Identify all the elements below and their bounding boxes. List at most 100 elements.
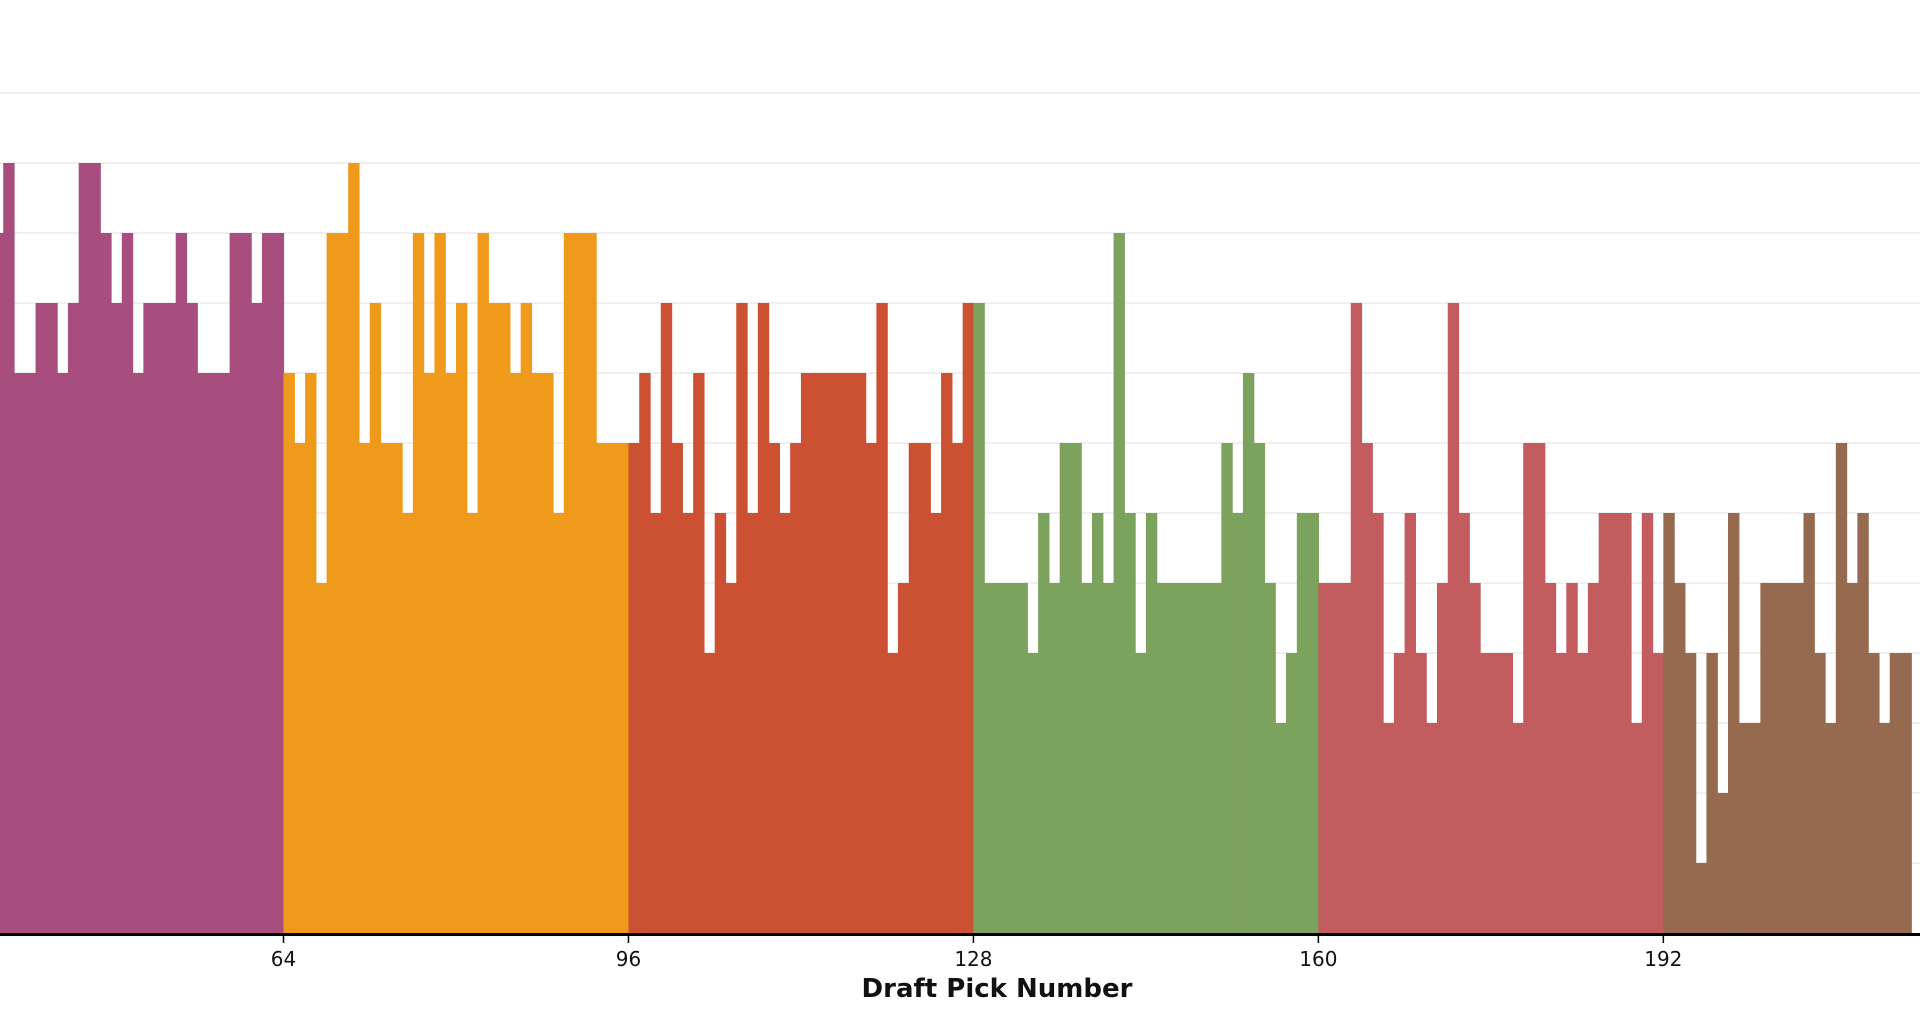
histogram-bar bbox=[585, 233, 597, 933]
histogram-bar bbox=[1081, 583, 1093, 933]
histogram-bar bbox=[1383, 723, 1395, 933]
histogram-bar bbox=[315, 583, 328, 933]
histogram-bar bbox=[1339, 583, 1352, 933]
histogram-bar bbox=[811, 373, 824, 933]
histogram-bar bbox=[251, 303, 263, 933]
histogram-bar bbox=[1577, 653, 1589, 933]
x-tick-label: 192 bbox=[1644, 947, 1682, 971]
histogram-bar bbox=[1533, 443, 1546, 933]
histogram-bar bbox=[1803, 513, 1815, 933]
histogram-bar bbox=[1512, 723, 1524, 933]
histogram-bar bbox=[1631, 723, 1643, 933]
histogram-bar bbox=[682, 513, 694, 933]
histogram-bar bbox=[1749, 723, 1761, 933]
histogram-bar bbox=[358, 443, 371, 933]
histogram-bar bbox=[1620, 513, 1632, 933]
histogram-bar bbox=[854, 373, 867, 933]
histogram-bar bbox=[714, 513, 727, 933]
histogram-bar bbox=[596, 443, 608, 933]
histogram-bars bbox=[0, 163, 1912, 933]
histogram-bar bbox=[14, 373, 26, 933]
histogram-bar bbox=[78, 163, 91, 933]
histogram-bar bbox=[757, 303, 770, 933]
histogram-bar bbox=[1889, 653, 1902, 933]
histogram-bar bbox=[1070, 443, 1082, 933]
histogram-bar bbox=[186, 303, 198, 933]
histogram-bar bbox=[1242, 373, 1255, 933]
histogram-bar bbox=[1135, 653, 1147, 933]
histogram-bar bbox=[337, 233, 349, 933]
histogram-bar bbox=[1124, 513, 1136, 933]
histogram-bar bbox=[962, 303, 975, 933]
histogram-bar bbox=[1318, 583, 1330, 933]
histogram-bar bbox=[35, 303, 47, 933]
histogram-bar bbox=[1027, 653, 1039, 933]
histogram-bar bbox=[1178, 583, 1190, 933]
histogram-bar bbox=[639, 373, 651, 933]
histogram-bar bbox=[218, 373, 231, 933]
histogram-bar bbox=[531, 373, 543, 933]
histogram-bar bbox=[175, 233, 188, 933]
histogram-bar bbox=[197, 373, 209, 933]
histogram-bar bbox=[865, 443, 877, 933]
histogram-bar bbox=[229, 233, 241, 933]
histogram-bar bbox=[1307, 513, 1319, 933]
histogram-bar bbox=[46, 303, 58, 933]
histogram-bar bbox=[779, 513, 791, 933]
histogram-bar bbox=[520, 303, 533, 933]
histogram-bar bbox=[574, 233, 586, 933]
histogram-bar bbox=[897, 583, 910, 933]
histogram-bar bbox=[0, 233, 4, 933]
histogram-bar bbox=[1016, 583, 1028, 933]
x-tick-label: 160 bbox=[1299, 947, 1337, 971]
histogram-bar bbox=[1059, 443, 1072, 933]
histogram-bar bbox=[1695, 863, 1708, 933]
x-tick-label: 96 bbox=[616, 947, 641, 971]
histogram-bar bbox=[1038, 513, 1050, 933]
histogram-bar bbox=[671, 443, 683, 933]
histogram-bar bbox=[1846, 583, 1858, 933]
histogram-bar bbox=[1404, 513, 1416, 933]
histogram-bar bbox=[1296, 513, 1309, 933]
histogram-bar bbox=[1210, 583, 1222, 933]
histogram-bar bbox=[1480, 653, 1492, 933]
histogram-bar bbox=[1684, 653, 1697, 933]
histogram-bar bbox=[111, 303, 123, 933]
histogram-bar bbox=[499, 303, 511, 933]
histogram-bar bbox=[423, 373, 436, 933]
histogram-bar bbox=[930, 513, 942, 933]
histogram-bar bbox=[1361, 443, 1373, 933]
histogram-bar bbox=[973, 303, 985, 933]
histogram-bar bbox=[1275, 723, 1287, 933]
histogram-bar bbox=[1447, 303, 1460, 933]
histogram-bar bbox=[650, 513, 662, 933]
histogram-bar bbox=[348, 163, 360, 933]
histogram-bar bbox=[994, 583, 1007, 933]
histogram-bar bbox=[1835, 443, 1848, 933]
histogram-bar bbox=[1221, 443, 1233, 933]
histogram-bar bbox=[154, 303, 166, 933]
histogram-bar bbox=[1426, 723, 1438, 933]
histogram-bar bbox=[1587, 583, 1600, 933]
histogram-bar bbox=[1092, 513, 1104, 933]
histogram-bar bbox=[703, 653, 716, 933]
histogram-bar bbox=[1350, 303, 1363, 933]
histogram-bar bbox=[445, 373, 457, 933]
histogram-bar bbox=[121, 233, 134, 933]
histogram-bar bbox=[1544, 583, 1557, 933]
x-axis-ticks: 64 96 128 160 192 bbox=[271, 936, 1682, 971]
histogram-bar bbox=[1781, 583, 1794, 933]
histogram-bar bbox=[876, 303, 888, 933]
histogram-bar bbox=[509, 373, 522, 933]
x-axis-title: Draft Pick Number bbox=[862, 974, 1133, 1004]
histogram-bar bbox=[100, 233, 112, 933]
histogram-bar bbox=[1641, 513, 1654, 933]
histogram-bar bbox=[984, 583, 996, 933]
histogram-bar bbox=[1156, 583, 1169, 933]
histogram-bar bbox=[1469, 583, 1481, 933]
histogram-bar bbox=[844, 373, 856, 933]
histogram-bar bbox=[1436, 583, 1449, 933]
histogram-bar bbox=[1566, 583, 1578, 933]
histogram-bar bbox=[466, 513, 479, 933]
